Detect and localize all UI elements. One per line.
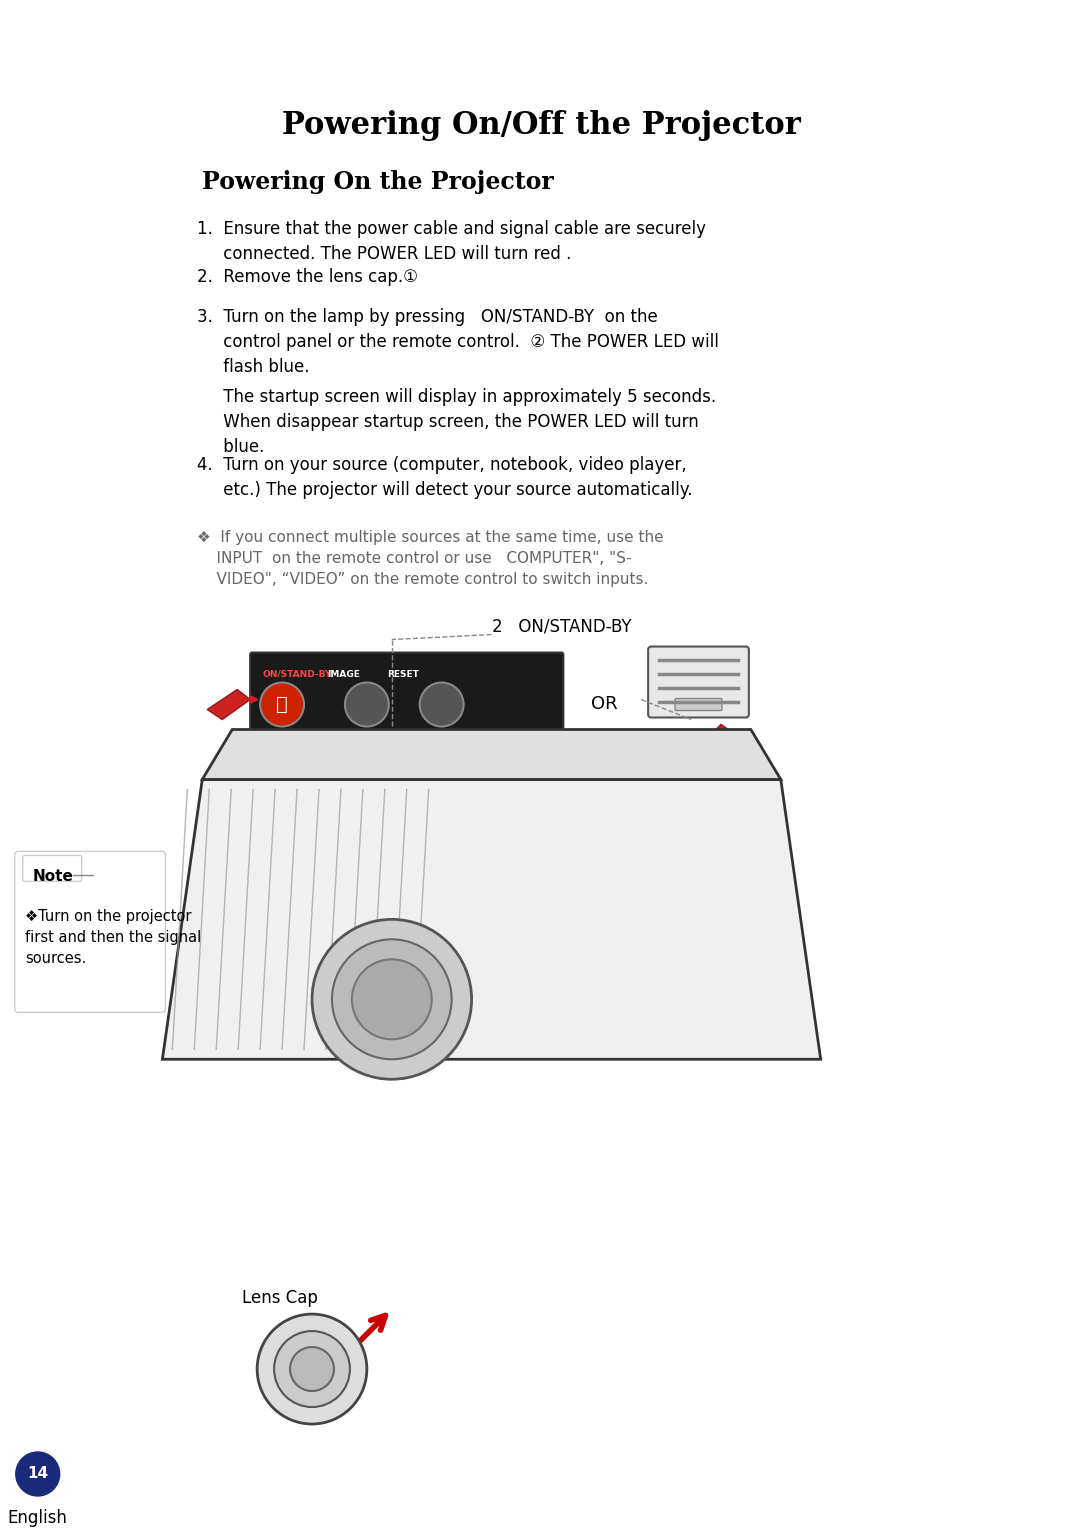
Text: ON/STAND-BY: ON/STAND-BY [262, 669, 332, 679]
Circle shape [260, 683, 305, 726]
Circle shape [332, 939, 451, 1059]
Text: ❖  If you connect multiple sources at the same time, use the
    INPUT  on the r: ❖ If you connect multiple sources at the… [198, 530, 664, 587]
FancyBboxPatch shape [675, 699, 721, 711]
Circle shape [274, 1331, 350, 1406]
Text: 1: 1 [297, 1324, 308, 1342]
Text: ⏻: ⏻ [276, 696, 288, 714]
Circle shape [345, 683, 389, 726]
Text: 2.  Remove the lens cap.①: 2. Remove the lens cap.① [198, 268, 418, 286]
Circle shape [312, 919, 472, 1079]
Text: OR: OR [591, 694, 618, 712]
FancyBboxPatch shape [251, 653, 564, 737]
FancyBboxPatch shape [15, 852, 165, 1013]
Text: 3.  Turn on the lamp by pressing   ON/STAND-BY  on the
     control panel or the: 3. Turn on the lamp by pressing ON/STAND… [198, 308, 719, 375]
FancyBboxPatch shape [648, 647, 748, 717]
Text: The startup screen will display in approximately 5 seconds.
     When disappear : The startup screen will display in appro… [198, 388, 716, 455]
Polygon shape [691, 725, 735, 764]
Text: RESET: RESET [387, 669, 419, 679]
Text: 1.  Ensure that the power cable and signal cable are securely
     connected. Th: 1. Ensure that the power cable and signa… [198, 221, 706, 264]
Text: ❖Turn on the projector
first and then the signal
sources.: ❖Turn on the projector first and then th… [25, 910, 201, 967]
Circle shape [420, 683, 463, 726]
Text: Powering On/Off the Projector: Powering On/Off the Projector [282, 110, 801, 141]
Text: 14: 14 [27, 1466, 49, 1481]
Text: 4.  Turn on your source (computer, notebook, video player,
     etc.) The projec: 4. Turn on your source (computer, notebo… [198, 455, 692, 499]
Polygon shape [162, 780, 821, 1059]
Circle shape [16, 1452, 59, 1495]
Text: Lens Cap: Lens Cap [242, 1288, 319, 1307]
Text: English: English [8, 1509, 68, 1527]
Text: 2   ON/STAND-BY: 2 ON/STAND-BY [491, 617, 631, 636]
Text: Note: Note [32, 869, 73, 884]
Circle shape [257, 1314, 367, 1425]
Polygon shape [202, 729, 781, 780]
Polygon shape [207, 689, 251, 720]
Text: IMAGE: IMAGE [327, 669, 360, 679]
Circle shape [291, 1347, 334, 1391]
FancyBboxPatch shape [23, 855, 82, 881]
Text: Powering On the Projector: Powering On the Projector [202, 170, 554, 195]
Circle shape [352, 959, 432, 1039]
